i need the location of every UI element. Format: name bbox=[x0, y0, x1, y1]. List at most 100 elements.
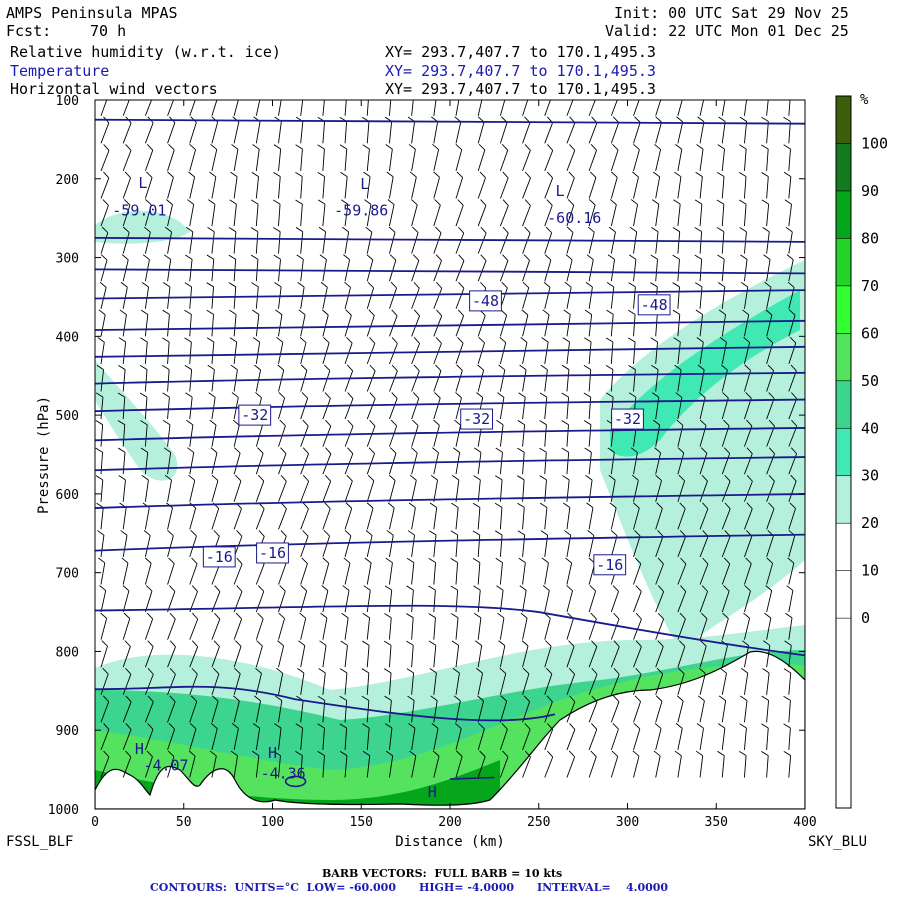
contour-label: -48 bbox=[641, 296, 668, 314]
wind-barb-feather bbox=[590, 144, 597, 151]
wind-barb-feather bbox=[100, 254, 108, 261]
wind-barb bbox=[144, 122, 154, 144]
wind-barb-feather bbox=[230, 171, 238, 178]
wind-barb bbox=[699, 700, 705, 723]
wind-barb-feather bbox=[635, 585, 642, 592]
contour-label-box bbox=[469, 290, 502, 312]
wind-barb bbox=[322, 672, 326, 695]
wind-barb-feather bbox=[718, 309, 726, 315]
wind-barb-feather bbox=[635, 667, 642, 675]
wind-barb bbox=[255, 342, 261, 364]
wind-barb-feather bbox=[569, 144, 576, 151]
wind-barb bbox=[677, 563, 687, 585]
y-tick-label: 200 bbox=[56, 173, 79, 188]
rh-shade-upper-left bbox=[95, 210, 190, 244]
wind-barb bbox=[610, 591, 619, 613]
wind-barb-feather bbox=[717, 282, 726, 288]
wind-barb-feather bbox=[564, 281, 572, 288]
wind-barb-feather bbox=[458, 254, 465, 261]
wind-barb bbox=[544, 424, 547, 447]
wind-barb-feather bbox=[477, 89, 483, 94]
wind-barb bbox=[344, 480, 353, 502]
wind-barb bbox=[167, 100, 174, 116]
wind-barb bbox=[255, 149, 260, 171]
wind-barb bbox=[211, 176, 217, 199]
wind-barb-feather bbox=[214, 585, 221, 592]
contour-label: -16 bbox=[206, 548, 233, 566]
wind-barb bbox=[344, 398, 354, 420]
wind-barb-feather bbox=[295, 723, 303, 729]
wind-barb-feather bbox=[635, 640, 642, 647]
wind-barb-feather bbox=[672, 282, 680, 288]
rh-shade-left-band bbox=[95, 360, 178, 481]
wind-barb-feather bbox=[675, 392, 683, 398]
wind-barb bbox=[322, 398, 331, 420]
wind-barb-feather bbox=[783, 171, 792, 177]
wind-barb-feather bbox=[317, 695, 326, 701]
wind-barb bbox=[588, 259, 594, 282]
wind-barb bbox=[388, 590, 393, 613]
wind-barb-feather bbox=[701, 585, 708, 592]
wind-barb bbox=[699, 591, 709, 613]
wind-barb bbox=[300, 645, 306, 668]
wind-barb bbox=[744, 481, 753, 502]
wind-barb-feather bbox=[591, 667, 598, 675]
wind-barb-feather bbox=[587, 226, 595, 233]
wind-barb bbox=[499, 150, 509, 172]
wind-barb-feather bbox=[785, 612, 793, 619]
wind-barb-feather bbox=[96, 502, 104, 508]
y-tick-label: 300 bbox=[56, 252, 79, 267]
wind-barb bbox=[588, 424, 592, 447]
wind-barb bbox=[633, 149, 640, 172]
wind-barb-feather bbox=[229, 337, 237, 343]
wind-barb-feather bbox=[546, 695, 553, 703]
wind-barb bbox=[100, 397, 104, 420]
wind-barb bbox=[455, 645, 460, 668]
wind-barb bbox=[544, 701, 553, 723]
wind-barb bbox=[566, 756, 576, 778]
wind-barb-feather bbox=[185, 392, 193, 398]
isotherm-line bbox=[95, 268, 805, 275]
wind-barb-feather bbox=[122, 585, 130, 592]
wind-barb-feather bbox=[451, 502, 459, 508]
wind-barb bbox=[677, 341, 681, 364]
wind-barb bbox=[122, 756, 132, 778]
wind-barb-feather bbox=[164, 474, 172, 481]
wind-barb bbox=[144, 646, 154, 668]
wind-barb-feather bbox=[806, 669, 813, 673]
wind-barb-feather bbox=[566, 585, 573, 592]
wind-barb bbox=[610, 314, 614, 337]
wind-barb bbox=[344, 755, 348, 778]
wind-barb bbox=[677, 480, 686, 502]
y-tick-label: 1000 bbox=[48, 803, 79, 818]
wind-barb-feather bbox=[168, 143, 175, 151]
wind-barb bbox=[588, 314, 593, 337]
wind-barb-feather bbox=[542, 309, 550, 316]
wind-barb bbox=[411, 728, 416, 750]
colorbar-swatch bbox=[836, 570, 851, 619]
wind-barb-feather bbox=[103, 144, 110, 151]
wind-barb-feather bbox=[677, 667, 685, 674]
wind-barb-feather bbox=[700, 640, 707, 647]
wind-barb bbox=[633, 452, 638, 475]
wind-barb bbox=[255, 314, 260, 337]
wind-barb-feather bbox=[585, 475, 593, 481]
wind-barb-feather bbox=[318, 90, 325, 94]
wind-barb bbox=[322, 204, 326, 227]
terrain bbox=[95, 650, 805, 809]
wind-barb bbox=[811, 94, 813, 116]
wind-barb bbox=[588, 122, 598, 144]
wind-barb bbox=[167, 701, 176, 723]
wind-barb-feather bbox=[741, 89, 748, 94]
wind-barb-feather bbox=[696, 337, 704, 343]
wind-barb bbox=[522, 122, 531, 144]
wind-barb bbox=[278, 370, 285, 392]
wind-barb-feather bbox=[632, 750, 640, 757]
wind-barb bbox=[766, 645, 771, 668]
wind-barb bbox=[744, 342, 751, 365]
wind-barb-feather bbox=[766, 336, 774, 344]
wind-barb-feather bbox=[591, 723, 598, 730]
wind-barb bbox=[499, 122, 508, 144]
wind-barb bbox=[211, 100, 218, 116]
